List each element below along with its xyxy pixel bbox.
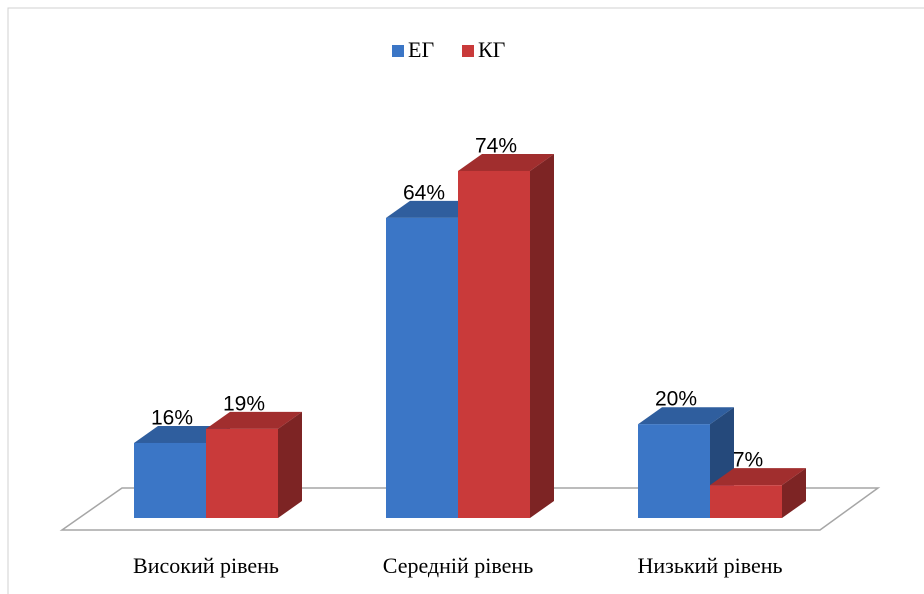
bar [458,153,554,518]
bar-top [638,407,734,425]
bar-front [134,442,206,518]
bar-front [386,217,458,518]
data-label: 19% [223,392,265,415]
bar [638,407,734,518]
bar-top [206,411,302,429]
legend-swatch [392,45,404,57]
bar-front [206,428,278,518]
bar [710,468,806,518]
bar-front [638,424,710,518]
bar-top [710,468,806,486]
legend-swatch [462,45,474,57]
data-label: 74% [475,134,517,157]
bar-front [710,485,782,518]
bar-side [782,468,806,518]
data-label: 16% [151,407,193,430]
legend-label: ЕГ [408,37,434,62]
x-tick-label: Середній рівень [383,553,533,578]
data-label: 20% [655,388,697,411]
data-label: 64% [403,181,445,204]
bar [206,411,302,518]
data-label: 7% [733,449,763,472]
bar-front [458,170,530,518]
bar-side [530,153,554,518]
bar-side [278,411,302,518]
bar-top [458,153,554,171]
x-tick-label: Низький рівень [637,553,782,578]
x-tick-label: Високий рівень [133,553,279,578]
legend-label: КГ [478,37,506,62]
